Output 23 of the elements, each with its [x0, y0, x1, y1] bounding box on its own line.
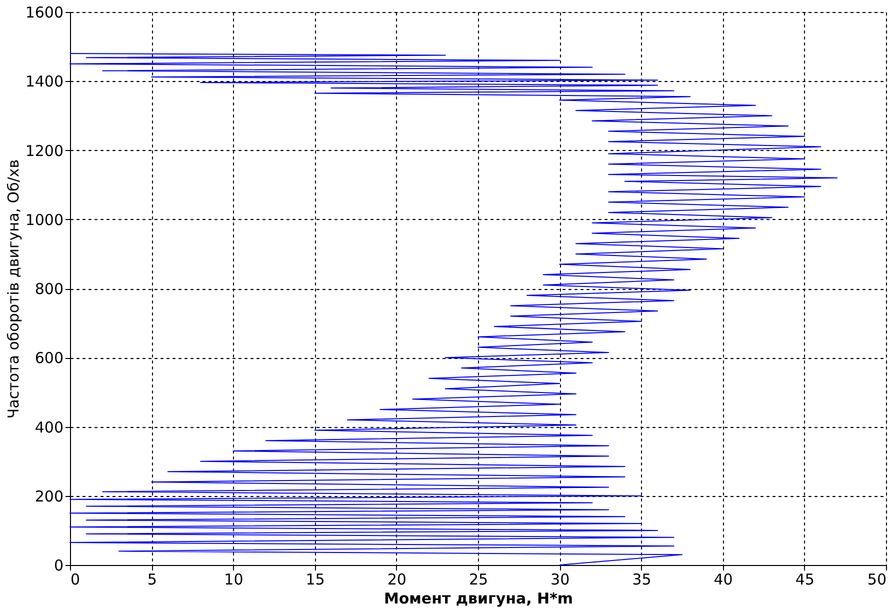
x-tick-label: 40: [714, 570, 733, 588]
y-tick-label: 1200: [25, 142, 64, 160]
x-tick-label: 50: [867, 570, 886, 588]
x-tick-label: 30: [550, 570, 570, 588]
x-tick-label: 35: [632, 570, 652, 588]
y-axis-title: Частота оборотів двигуна, Об/хв: [4, 159, 22, 419]
y-tick-label: 200: [34, 487, 64, 506]
y-tick-label: 1400: [25, 72, 64, 91]
x-tick-label: 0: [70, 570, 80, 588]
x-tick-label: 25: [468, 570, 488, 588]
x-tick-label: 45: [795, 570, 814, 588]
y-tick-label: 600: [34, 349, 64, 368]
x-tick-label: 15: [306, 570, 325, 588]
y-tick-label: 0: [54, 556, 64, 574]
y-tick-label: 1600: [25, 4, 64, 22]
x-tick-label: 10: [224, 570, 244, 588]
x-axis-title: Момент двигуна, Н*m: [384, 590, 574, 608]
y-tick-label: 1000: [25, 210, 64, 229]
y-tick-label: 800: [34, 280, 64, 298]
x-tick-label: 5: [147, 570, 157, 588]
y-tick-label: 400: [34, 418, 64, 436]
line-series: [70, 52, 838, 566]
x-tick-label: 20: [387, 570, 406, 588]
